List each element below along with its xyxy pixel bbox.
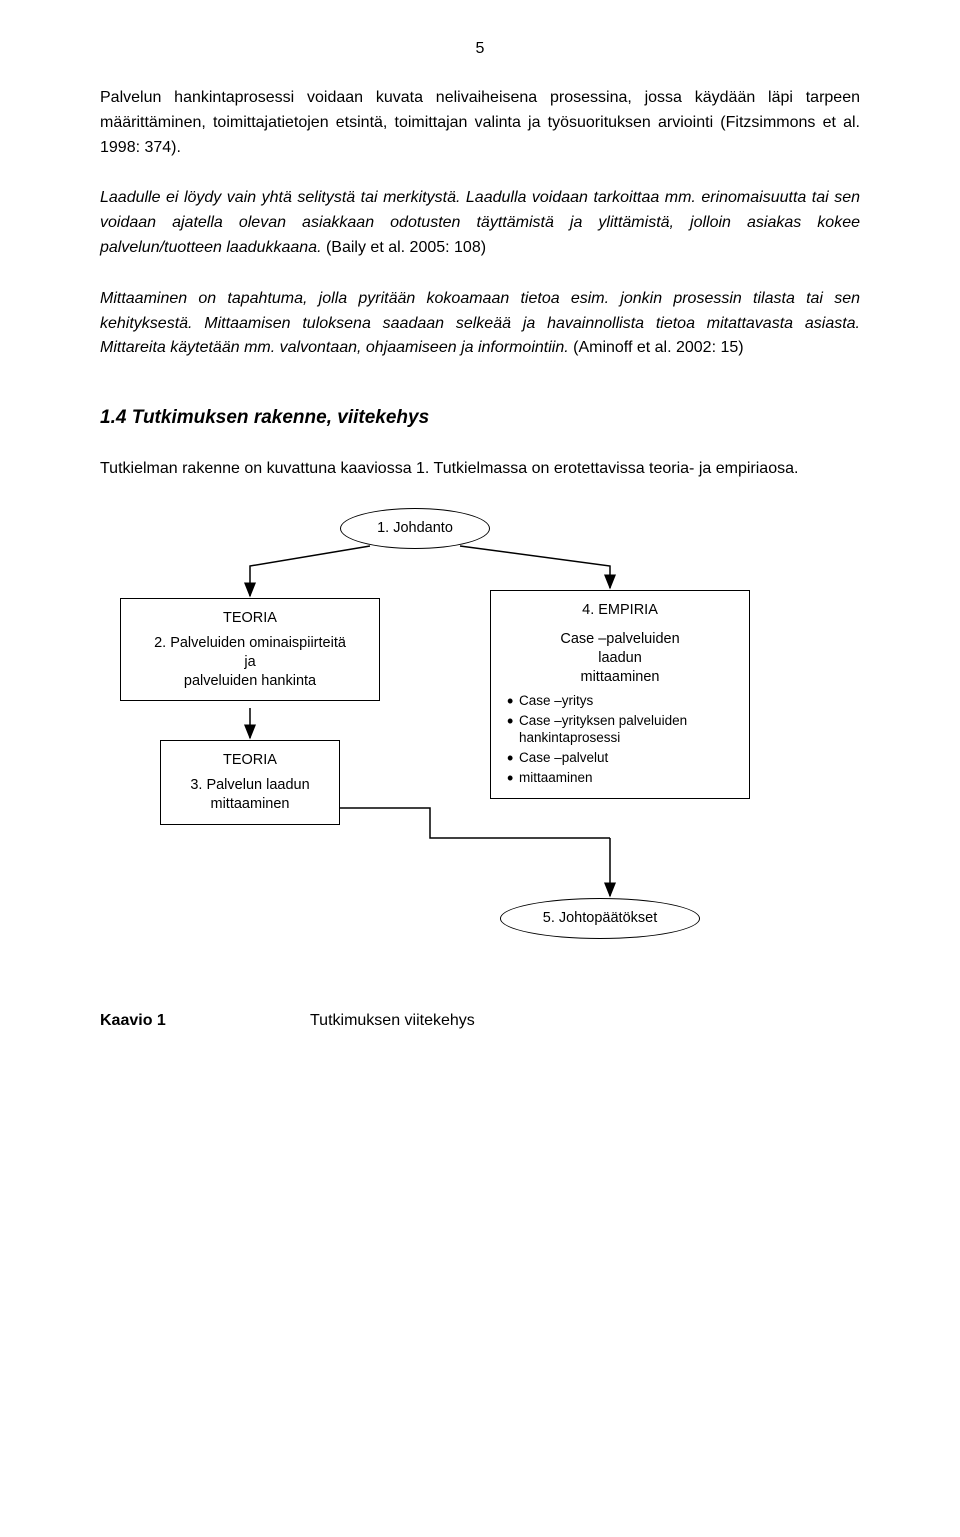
empiria-bullet: mittaaminen (507, 769, 739, 787)
teoria2-heading: TEORIA (131, 609, 369, 628)
paragraph-2-tail: (Baily et al. 2005: 108) (322, 239, 487, 256)
paragraph-2: Laadulle ei löydy vain yhtä selitystä ta… (100, 186, 860, 260)
empiria-heading: 4. EMPIRIA (501, 601, 739, 620)
diagram: 1. Johdanto TEORIA 2. Palveluiden ominai… (100, 508, 860, 978)
diagram-node-johto: 5. Johtopäätökset (500, 898, 700, 939)
post-heading-paragraph: Tutkielman rakenne on kuvattuna kaavioss… (100, 457, 860, 482)
empiria-bullets: Case –yritys Case –yrityksen palveluiden… (507, 692, 739, 786)
empiria-bullet: Case –yrityksen palveluiden hankintapros… (507, 712, 739, 747)
teoria3-heading: TEORIA (171, 751, 329, 770)
diagram-node-teoria2: TEORIA 2. Palveluiden ominaispiirteitä j… (120, 598, 380, 701)
caption-row: Kaavio 1 Tutkimuksen viitekehys (100, 1012, 860, 1030)
section-heading: 1.4 Tutkimuksen rakenne, viitekehys (100, 407, 860, 429)
page-content: 5 Palvelun hankintaprosessi voidaan kuva… (0, 0, 960, 1537)
teoria3-body: 3. Palvelun laadun mittaaminen (171, 776, 329, 814)
paragraph-1: Palvelun hankintaprosessi voidaan kuvata… (100, 86, 860, 160)
paragraph-3-tail: (Aminoff et al. 2002: 15) (569, 339, 744, 356)
diagram-node-empiria: 4. EMPIRIA Case –palveluiden laadun mitt… (490, 590, 750, 799)
page-number: 5 (100, 40, 860, 58)
paragraph-3: Mittaaminen on tapahtuma, jolla pyritään… (100, 287, 860, 361)
diagram-node-teoria3: TEORIA 3. Palvelun laadun mittaaminen (160, 740, 340, 825)
teoria2-body: 2. Palveluiden ominaispiirteitä ja palve… (131, 634, 369, 691)
caption-text: Tutkimuksen viitekehys (310, 1012, 475, 1030)
diagram-node-intro: 1. Johdanto (340, 508, 490, 549)
empiria-bullet: Case –palvelut (507, 749, 739, 767)
caption-label: Kaavio 1 (100, 1012, 310, 1030)
paragraph-3-italic: Mittaaminen on tapahtuma, jolla pyritään… (100, 290, 860, 357)
empiria-subheading: Case –palveluiden laadun mittaaminen (501, 630, 739, 687)
empiria-bullet: Case –yritys (507, 692, 739, 710)
johto-label: 5. Johtopäätökset (543, 910, 657, 926)
intro-label: 1. Johdanto (377, 520, 453, 536)
